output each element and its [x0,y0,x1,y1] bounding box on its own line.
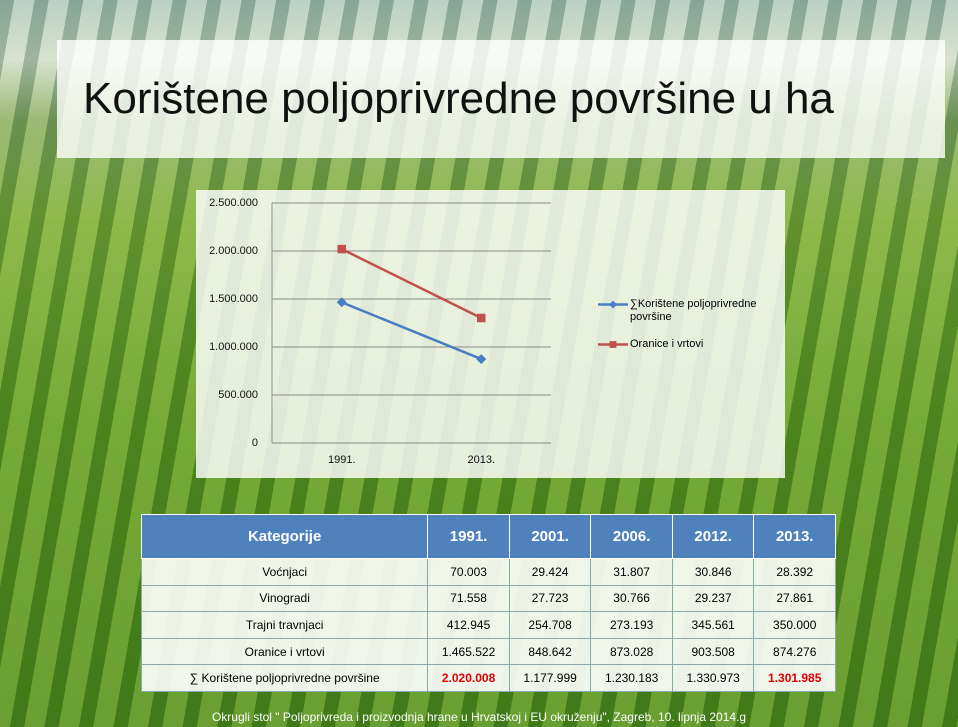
chart: 0 500.000 1.000.000 1.500.000 2.000.000 2.500… [196,190,785,478]
y-tick-label: 2.500.000 [209,197,258,209]
table-cell: 2.020.008 [427,664,510,692]
legend-label: ∑Korištene poljoprivredne površine [630,298,757,323]
y-tick-label: 0 [252,437,258,449]
slide-title: Korištene poljoprivredne površine u ha [83,74,834,123]
table-cell: 27.861 [753,584,836,613]
marker [609,341,617,348]
table-cell: 412.945 [427,611,510,639]
footer: Okrugli stol " Poljoprivreda i proizvodn… [211,710,747,724]
marker [336,297,347,308]
table-cell: 31.807 [590,558,673,586]
header-cell: 2013. [753,514,836,559]
table-cell: Voćnjaci [140,558,429,586]
data-table: Kategorije 1991. 2001. 2006. 2012. 2013. Voćnj… [140,514,836,692]
table-cell: 27.723 [508,584,592,613]
header-cell: 2001. [508,514,592,559]
table-row: Voćnjaci 70.003 29.424 31.807 30.846 28.392 [140,558,836,586]
y-tick-label: 1.000.000 [209,341,258,353]
table-cell: Trajni travnjaci [140,611,429,639]
table-cell: 71.558 [427,584,510,613]
header-cell: Kategorije [140,514,429,559]
table-cell: 345.561 [671,611,755,639]
table-cell: 873.028 [590,637,673,666]
legend-swatch [598,300,628,309]
chart-svg: 0 500.000 1.000.000 1.500.000 2.000.000 2.500… [209,197,551,466]
title-band: Korištene poljoprivredne površine u ha [57,40,945,158]
legend-item: ∑Korištene poljoprivredne površine [598,298,778,324]
table-cell: 30.846 [671,558,755,586]
table-row: ∑ Korištene poljoprivredne površine 2.020… [140,664,836,692]
table-cell: 848.642 [508,637,592,666]
table-cell: 874.276 [753,637,836,666]
table-cell: 70.003 [427,558,510,586]
header-row: Kategorije 1991. 2001. 2006. 2012. 2013. [140,514,836,559]
legend-swatch [598,341,628,348]
y-tick-label: 500.000 [218,389,258,401]
table-cell: 903.508 [671,637,755,666]
table-row: Vinogradi 71.558 27.723 30.766 29.237 27.861 [140,584,836,613]
table-cell: 1.465.522 [427,637,510,666]
legend: ∑Korištene poljoprivredne površine Oranic… [598,298,778,365]
series-line [341,247,482,320]
table-cell: 1.230.183 [590,664,673,692]
table-cell: Vinogradi [140,584,429,613]
table-cell: ∑ Korištene poljoprivredne površine [140,664,429,692]
table-cell: 273.193 [590,611,673,639]
header-cell: 2006. [590,514,673,559]
table-cell: 254.708 [508,611,592,639]
table-cell: 1.177.999 [508,664,592,692]
marker [476,354,487,365]
marker [477,313,486,323]
table-cell: 29.424 [508,558,592,586]
marker [609,300,617,309]
table-cell: 1.301.985 [753,664,836,692]
y-tick-label: 1.500.000 [209,293,258,305]
table-cell: Oranice i vrtovi [140,637,429,666]
series-line [341,301,482,361]
table-cell: 350.000 [753,611,836,639]
legend-label: Oranice i vrtovi [630,338,704,350]
y-tick-label: 2.000.000 [209,245,258,257]
table-row: Oranice i vrtovi 1.465.522 848.642 873.028 9… [140,637,836,666]
header-cell: 1991. [427,514,510,559]
header-cell: 2012. [671,514,755,559]
table-cell: 28.392 [753,558,836,586]
table-row: Trajni travnjaci 412.945 254.708 273.193 345… [140,611,836,639]
marker [337,244,346,254]
legend-item: Oranice i vrtovi [598,338,778,351]
x-tick-label: 2013. [467,454,495,466]
table-cell: 29.237 [671,584,755,613]
x-tick-label: 1991. [328,454,356,466]
table-cell: 30.766 [590,584,673,613]
table-cell: 1.330.973 [671,664,755,692]
